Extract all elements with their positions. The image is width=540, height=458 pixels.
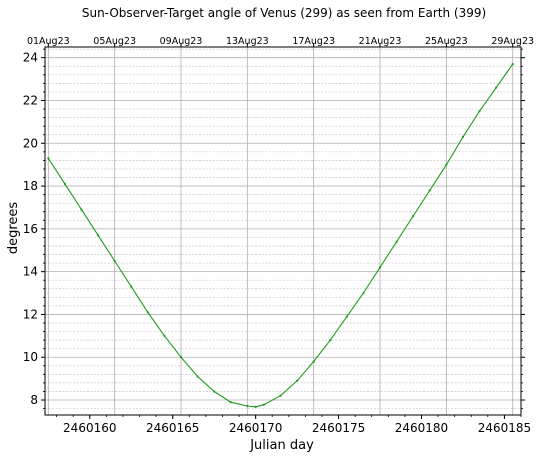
date-tick-label: 13Aug23 bbox=[226, 36, 269, 47]
data-point bbox=[196, 375, 199, 378]
data-point bbox=[80, 208, 83, 211]
x-tick-label: 2460160 bbox=[63, 421, 116, 435]
data-point bbox=[295, 379, 299, 382]
data-point bbox=[179, 356, 183, 359]
y-tick-label: 12 bbox=[23, 307, 38, 321]
data-point bbox=[478, 110, 481, 113]
date-tick-label: 01Aug23 bbox=[27, 36, 70, 47]
series-line bbox=[47, 63, 514, 408]
y-tick-label: 18 bbox=[23, 179, 38, 193]
y-tick-label: 24 bbox=[23, 51, 38, 65]
minor-grid bbox=[45, 48, 521, 409]
data-point bbox=[329, 339, 332, 342]
x-tick-label: 2460170 bbox=[229, 421, 282, 435]
data-point bbox=[395, 240, 398, 243]
data-point bbox=[279, 394, 282, 397]
data-point bbox=[96, 234, 100, 237]
x-axis-label: Julian day bbox=[249, 438, 314, 453]
x-tick-label: 2460180 bbox=[395, 421, 448, 435]
date-tick-label: 09Aug23 bbox=[160, 36, 203, 47]
data-point bbox=[262, 403, 266, 406]
y-tick-label: 20 bbox=[23, 136, 38, 150]
date-tick-label: 25Aug23 bbox=[425, 36, 468, 47]
y-tick-label: 16 bbox=[23, 222, 38, 236]
data-point bbox=[461, 135, 465, 138]
chart-title: Sun-Observer-Target angle of Venus (299)… bbox=[82, 6, 486, 20]
date-tick-label: 17Aug23 bbox=[292, 36, 335, 47]
date-tick-label: 21Aug23 bbox=[359, 36, 402, 47]
data-point bbox=[130, 285, 133, 288]
y-axis-label: degrees bbox=[6, 202, 21, 255]
data-point bbox=[445, 163, 448, 166]
data-point bbox=[213, 390, 216, 393]
date-tick-label: 29Aug23 bbox=[491, 36, 534, 47]
date-tick-label: 05Aug23 bbox=[93, 36, 136, 47]
x-tick-label: 2460175 bbox=[312, 421, 365, 435]
data-point bbox=[254, 405, 257, 408]
major-grid bbox=[45, 47, 521, 415]
y-tick-label: 14 bbox=[23, 265, 38, 279]
data-point bbox=[113, 259, 116, 263]
data-point bbox=[428, 189, 431, 192]
data-point bbox=[362, 291, 365, 295]
data-point bbox=[47, 157, 50, 160]
plot-frame bbox=[44, 46, 522, 416]
data-point bbox=[412, 214, 415, 218]
x-tick-label: 2460165 bbox=[146, 421, 199, 435]
y-tick-label: 22 bbox=[23, 93, 38, 107]
data-point bbox=[495, 86, 498, 89]
data-point bbox=[312, 360, 315, 363]
data-point bbox=[163, 334, 166, 337]
data-point bbox=[229, 401, 232, 404]
series-layer bbox=[47, 63, 514, 408]
axis-ticks: 8 10 12 14 16 18 20 22 24 01Aug23 05Aug23 09Aug23 13… bbox=[23, 36, 534, 435]
data-point bbox=[246, 404, 249, 408]
data-point bbox=[63, 182, 67, 186]
x-tick-label: 2460185 bbox=[478, 421, 531, 435]
data-point bbox=[511, 63, 514, 66]
data-point bbox=[378, 266, 382, 269]
data-point bbox=[345, 315, 348, 318]
y-tick-label: 10 bbox=[23, 350, 38, 364]
data-point bbox=[146, 311, 149, 314]
y-tick-label: 8 bbox=[30, 393, 38, 407]
